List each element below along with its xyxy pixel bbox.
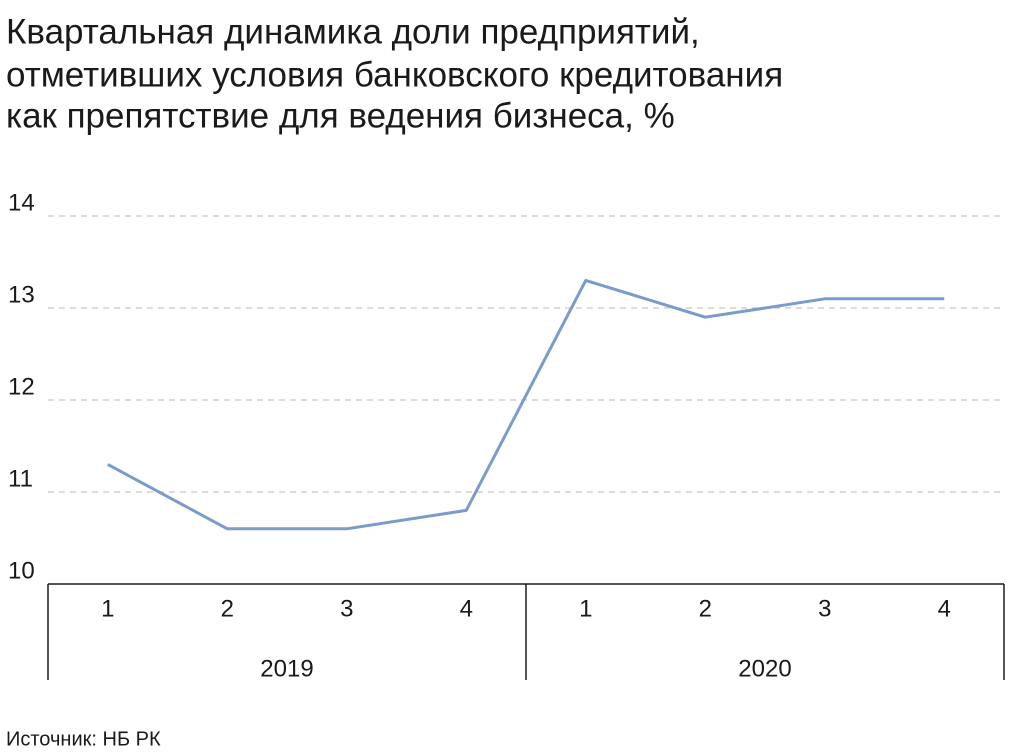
x-tick-label: 4 (938, 595, 951, 622)
y-tick-label: 11 (8, 465, 33, 492)
chart-title: Квартальная динамика доли предприятий, (6, 12, 700, 51)
y-tick-label: 14 (8, 189, 35, 216)
x-tick-label: 4 (460, 595, 473, 622)
data-line (107, 278, 945, 531)
x-tick-label: 1 (101, 595, 114, 622)
y-tick-label: 13 (8, 281, 35, 308)
group-label: 2020 (738, 655, 791, 682)
x-tick-label: 3 (340, 595, 353, 622)
x-tick-label: 3 (818, 595, 831, 622)
source-note: Источник: НБ РК (6, 728, 161, 750)
group-label: 2019 (260, 655, 313, 682)
chart-title: как препятствие для ведения бизнеса, % (6, 96, 675, 135)
x-tick-label: 2 (221, 595, 234, 622)
y-tick-label: 10 (8, 557, 35, 584)
y-tick-label: 12 (8, 373, 35, 400)
x-tick-label: 2 (699, 595, 712, 622)
chart-title: отметивших условия банковского кредитова… (6, 55, 783, 94)
x-tick-label: 1 (579, 595, 592, 622)
